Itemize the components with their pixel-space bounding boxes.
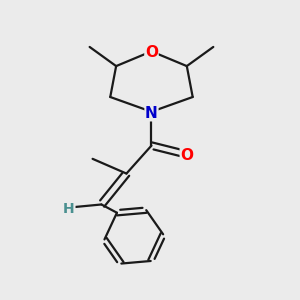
Text: N: N [145, 106, 158, 121]
Text: H: H [63, 202, 75, 216]
Text: O: O [145, 45, 158, 60]
Text: O: O [180, 148, 193, 164]
